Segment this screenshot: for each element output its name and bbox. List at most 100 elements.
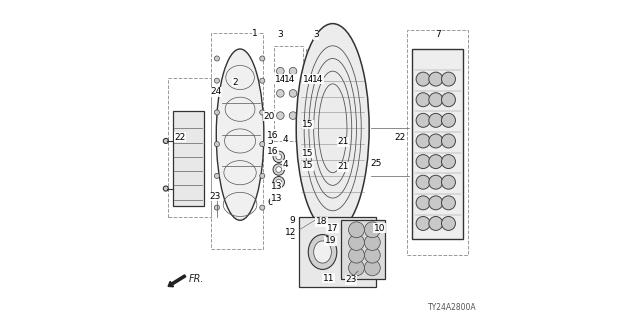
Ellipse shape bbox=[364, 235, 380, 251]
Ellipse shape bbox=[349, 247, 364, 263]
Text: 14: 14 bbox=[303, 75, 314, 84]
Ellipse shape bbox=[416, 93, 430, 107]
Ellipse shape bbox=[442, 72, 456, 86]
Text: 21: 21 bbox=[337, 137, 349, 146]
Text: 23: 23 bbox=[209, 192, 220, 201]
Ellipse shape bbox=[260, 110, 265, 115]
Text: 6: 6 bbox=[267, 198, 273, 207]
Text: 1: 1 bbox=[252, 28, 258, 38]
Text: 13: 13 bbox=[271, 194, 282, 203]
Ellipse shape bbox=[314, 241, 332, 263]
Ellipse shape bbox=[260, 142, 265, 147]
Ellipse shape bbox=[349, 222, 364, 238]
Bar bbox=[340, 220, 385, 279]
Ellipse shape bbox=[260, 173, 265, 178]
Ellipse shape bbox=[214, 78, 220, 83]
Ellipse shape bbox=[416, 72, 430, 86]
Ellipse shape bbox=[429, 155, 443, 169]
Ellipse shape bbox=[416, 196, 430, 210]
Ellipse shape bbox=[276, 112, 284, 119]
Text: 4: 4 bbox=[283, 160, 289, 169]
Ellipse shape bbox=[442, 216, 456, 230]
Text: 25: 25 bbox=[371, 159, 382, 168]
Ellipse shape bbox=[276, 179, 282, 185]
Text: 17: 17 bbox=[327, 224, 339, 233]
Ellipse shape bbox=[260, 78, 265, 83]
Bar bbox=[274, 46, 303, 141]
Ellipse shape bbox=[442, 93, 456, 107]
Text: 19: 19 bbox=[324, 236, 336, 245]
Text: TY24A2800A: TY24A2800A bbox=[428, 303, 477, 312]
Ellipse shape bbox=[307, 88, 314, 96]
Text: 18: 18 bbox=[316, 217, 327, 226]
Ellipse shape bbox=[364, 222, 380, 238]
Ellipse shape bbox=[276, 90, 284, 97]
Bar bbox=[211, 33, 263, 249]
Ellipse shape bbox=[289, 90, 297, 97]
Ellipse shape bbox=[163, 139, 168, 143]
Ellipse shape bbox=[349, 260, 364, 276]
Ellipse shape bbox=[163, 186, 168, 191]
Text: 14: 14 bbox=[284, 75, 296, 84]
Text: 24: 24 bbox=[211, 87, 221, 96]
Text: 4: 4 bbox=[283, 135, 289, 144]
Ellipse shape bbox=[319, 108, 326, 116]
Text: 13: 13 bbox=[271, 182, 282, 191]
Ellipse shape bbox=[416, 216, 430, 230]
Text: FR.: FR. bbox=[189, 274, 205, 284]
Text: 12: 12 bbox=[285, 228, 296, 237]
Text: 22: 22 bbox=[394, 133, 406, 142]
Ellipse shape bbox=[307, 108, 314, 116]
Ellipse shape bbox=[429, 72, 443, 86]
Text: 9: 9 bbox=[289, 216, 295, 225]
Text: 8: 8 bbox=[289, 232, 295, 241]
Ellipse shape bbox=[442, 155, 456, 169]
Text: 16: 16 bbox=[268, 147, 279, 156]
Ellipse shape bbox=[416, 113, 430, 127]
Ellipse shape bbox=[260, 205, 265, 210]
Ellipse shape bbox=[289, 112, 297, 119]
Ellipse shape bbox=[276, 154, 282, 160]
Text: 3: 3 bbox=[278, 30, 284, 39]
Ellipse shape bbox=[276, 167, 282, 172]
Ellipse shape bbox=[273, 177, 284, 188]
Ellipse shape bbox=[364, 260, 380, 276]
Ellipse shape bbox=[214, 205, 220, 210]
Text: 15: 15 bbox=[302, 120, 314, 129]
Ellipse shape bbox=[308, 235, 337, 269]
Ellipse shape bbox=[416, 175, 430, 189]
Text: 22: 22 bbox=[174, 133, 186, 142]
Ellipse shape bbox=[276, 68, 284, 75]
Ellipse shape bbox=[273, 164, 284, 175]
Text: 11: 11 bbox=[323, 274, 334, 283]
Ellipse shape bbox=[273, 151, 284, 163]
Bar bbox=[173, 111, 204, 206]
Ellipse shape bbox=[260, 56, 265, 61]
Bar bbox=[407, 30, 467, 255]
Text: 10: 10 bbox=[374, 224, 385, 233]
Ellipse shape bbox=[214, 56, 220, 61]
Ellipse shape bbox=[319, 68, 326, 75]
Ellipse shape bbox=[416, 134, 430, 148]
Ellipse shape bbox=[429, 93, 443, 107]
Ellipse shape bbox=[442, 134, 456, 148]
Ellipse shape bbox=[319, 88, 326, 96]
Ellipse shape bbox=[216, 49, 264, 220]
Text: 20: 20 bbox=[264, 112, 275, 121]
Ellipse shape bbox=[289, 68, 297, 75]
Ellipse shape bbox=[429, 196, 443, 210]
Text: 2: 2 bbox=[232, 78, 238, 87]
Ellipse shape bbox=[214, 173, 220, 178]
Text: 3: 3 bbox=[313, 30, 319, 39]
Ellipse shape bbox=[307, 68, 314, 75]
Ellipse shape bbox=[442, 113, 456, 127]
Ellipse shape bbox=[442, 196, 456, 210]
Ellipse shape bbox=[429, 175, 443, 189]
Ellipse shape bbox=[214, 142, 220, 147]
Text: 16: 16 bbox=[268, 131, 279, 140]
Text: 5: 5 bbox=[267, 137, 273, 146]
FancyArrow shape bbox=[168, 275, 186, 287]
Ellipse shape bbox=[364, 247, 380, 263]
Ellipse shape bbox=[416, 155, 430, 169]
Text: 15: 15 bbox=[302, 161, 314, 170]
